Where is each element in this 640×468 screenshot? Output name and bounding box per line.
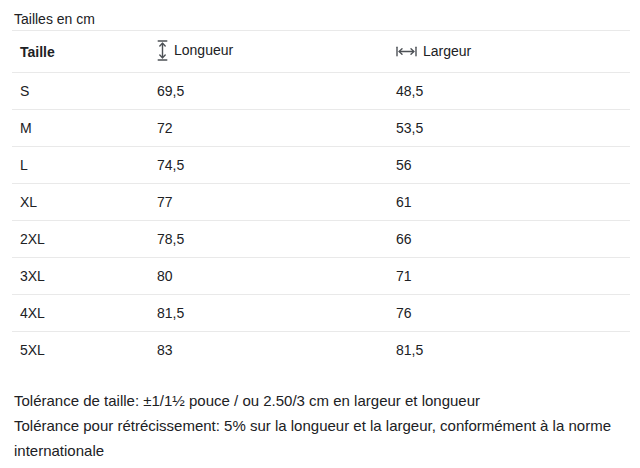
horizontal-measure-icon xyxy=(396,46,417,57)
table-row: 5XL 83 81,5 xyxy=(12,332,630,369)
table-row: XL 77 61 xyxy=(12,184,630,221)
cell-length: 80 xyxy=(157,258,396,295)
vertical-measure-icon xyxy=(157,40,168,61)
column-header-longueur: Longueur xyxy=(157,31,396,73)
table-row: L 74,5 56 xyxy=(12,147,630,184)
cell-size: 2XL xyxy=(12,221,157,258)
cell-length: 77 xyxy=(157,184,396,221)
page-title: Tailles en cm xyxy=(0,0,640,30)
column-header-longueur-label: Longueur xyxy=(174,42,233,58)
table-row: S 69,5 48,5 xyxy=(12,73,630,110)
cell-length: 72 xyxy=(157,110,396,147)
cell-size: 4XL xyxy=(12,295,157,332)
cell-width: 66 xyxy=(396,221,630,258)
table-row: 2XL 78,5 66 xyxy=(12,221,630,258)
column-header-largeur: Largeur xyxy=(396,31,630,73)
cell-length: 74,5 xyxy=(157,147,396,184)
column-header-taille: Taille xyxy=(12,31,157,73)
tolerance-note-size: Tolérance de taille: ±1/1½ pouce / ou 2.… xyxy=(14,388,614,413)
tolerance-notes: Tolérance de taille: ±1/1½ pouce / ou 2.… xyxy=(14,388,614,463)
cell-length: 83 xyxy=(157,332,396,369)
cell-width: 48,5 xyxy=(396,73,630,110)
cell-size: L xyxy=(12,147,157,184)
size-table: Taille Longueur xyxy=(12,30,630,369)
table-row: M 72 53,5 xyxy=(12,110,630,147)
cell-size: XL xyxy=(12,184,157,221)
cell-length: 69,5 xyxy=(157,73,396,110)
column-header-largeur-label: Largeur xyxy=(423,43,471,59)
cell-width: 53,5 xyxy=(396,110,630,147)
cell-width: 81,5 xyxy=(396,332,630,369)
table-header-row: Taille Longueur xyxy=(12,31,630,73)
cell-width: 76 xyxy=(396,295,630,332)
cell-size: M xyxy=(12,110,157,147)
cell-length: 81,5 xyxy=(157,295,396,332)
table-row: 4XL 81,5 76 xyxy=(12,295,630,332)
cell-size: 3XL xyxy=(12,258,157,295)
cell-width: 61 xyxy=(396,184,630,221)
table-body: S 69,5 48,5 M 72 53,5 L 74,5 56 XL xyxy=(12,73,630,369)
size-chart-page: Tailles en cm Taille xyxy=(0,0,640,468)
cell-width: 71 xyxy=(396,258,630,295)
tolerance-note-shrinkage: Tolérance pour rétrécissement: 5% sur la… xyxy=(14,413,614,463)
cell-size: S xyxy=(12,73,157,110)
cell-width: 56 xyxy=(396,147,630,184)
cell-length: 78,5 xyxy=(157,221,396,258)
cell-size: 5XL xyxy=(12,332,157,369)
table-row: 3XL 80 71 xyxy=(12,258,630,295)
